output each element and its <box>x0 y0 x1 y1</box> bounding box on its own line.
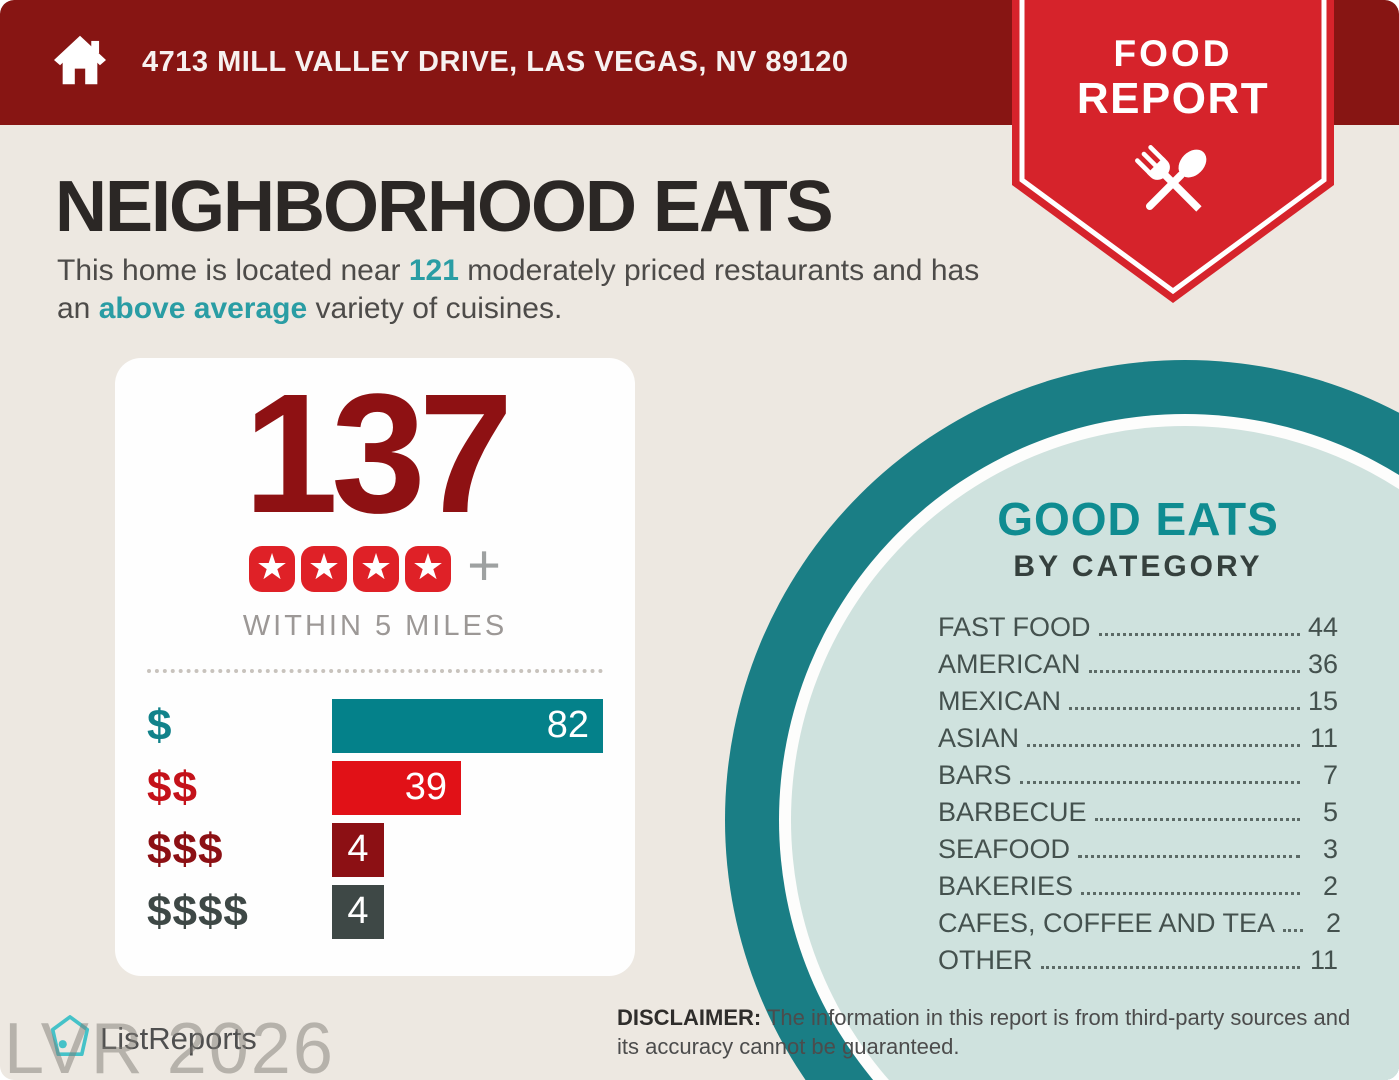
dot-leader <box>1040 966 1300 969</box>
category-value: 2 <box>1326 908 1342 938</box>
dot-leader <box>1094 818 1300 821</box>
listreports-logo: ListReports <box>50 1014 257 1063</box>
price-bar-chart: $ 82 $$ 39 $$$ 4 $$$$ 4 <box>147 698 603 947</box>
restaurant-count: 121 <box>408 254 459 287</box>
category-row: BAKERIES 2 <box>938 873 1338 900</box>
price-bar-value: 82 <box>546 704 589 746</box>
category-label: SEAFOOD <box>938 834 1071 864</box>
badge-title-line1: FOOD <box>1113 33 1233 74</box>
star-icon: ★ <box>353 545 400 592</box>
intro-text-3: variety of cuisines. <box>307 291 563 325</box>
star-glyph: ★ <box>411 546 445 587</box>
radius-label: WITHIN 5 MILES <box>242 609 508 642</box>
dot-leader <box>1088 670 1300 673</box>
category-value: 15 <box>1307 686 1338 716</box>
category-label: FAST FOOD <box>938 612 1091 642</box>
good-eats-title: GOOD EATS <box>997 493 1279 545</box>
category-row: BARBECUE 5 <box>938 799 1338 826</box>
dot-leader <box>1078 855 1300 858</box>
star-glyph: ★ <box>255 546 289 587</box>
category-row: OTHER 11 <box>938 947 1338 974</box>
star-glyph: ★ <box>359 546 393 587</box>
spoon-fork-icon <box>1121 133 1225 238</box>
listreports-logo-icon <box>50 1014 90 1063</box>
page-title: NEIGHBORHOOD EATS <box>55 167 834 247</box>
category-row: SEAFOOD 3 <box>938 836 1338 863</box>
price-bar: 4 <box>332 884 384 939</box>
dot-leader <box>1069 707 1300 710</box>
star-icon: ★ <box>405 545 452 592</box>
star-rating: ★ ★ ★ ★ + <box>249 532 501 598</box>
category-value: 44 <box>1307 612 1338 642</box>
food-report-badge: FOOD REPORT <box>1012 0 1334 308</box>
price-bar-value: 39 <box>404 766 447 808</box>
price-bar: 82 <box>331 698 603 753</box>
star-icon: ★ <box>249 545 296 592</box>
home-icon <box>52 34 108 91</box>
category-row: MEXICAN 15 <box>938 688 1338 715</box>
category-label: ASIAN <box>938 723 1020 753</box>
dotted-divider <box>147 668 603 673</box>
dot-leader <box>1283 929 1304 932</box>
good-eats-subtitle: BY CATEGORY <box>1013 550 1263 583</box>
category-label: CAFES, COFFEE AND TEA <box>938 908 1276 938</box>
category-value: 5 <box>1322 797 1338 827</box>
property-address: 4713 MILL VALLEY DRIVE, LAS VEGAS, NV 89… <box>142 46 849 78</box>
star-glyph: ★ <box>307 546 341 587</box>
category-row: CAFES, COFFEE AND TEA 2 <box>938 908 1342 938</box>
price-row: $ 82 <box>147 698 603 753</box>
category-value: 11 <box>1309 723 1338 753</box>
dot-leader <box>1098 633 1300 636</box>
intro-text-1: This home is located near <box>57 254 409 287</box>
price-bar-value: 4 <box>347 890 369 932</box>
category-circle-graphic <box>725 360 1399 1080</box>
price-row: $$ 39 <box>147 760 603 815</box>
category-label: BARS <box>938 760 1012 790</box>
category-row: FAST FOOD 44 <box>938 614 1338 641</box>
dot-leader <box>1027 744 1300 747</box>
category-value: 7 <box>1322 760 1338 790</box>
watermark: LVR 2026 <box>4 1009 335 1080</box>
intro-text-2: moderately priced restaurants and has an <box>57 254 980 325</box>
price-bar-value: 4 <box>347 828 369 870</box>
price-label: $$ <box>147 762 198 812</box>
summary-card: 137 ★ ★ ★ ★ + WITHIN 5 MILES $ 82 $$ 39 … <box>115 358 635 976</box>
price-bar: 39 <box>332 760 461 815</box>
category-value: 2 <box>1322 871 1338 901</box>
category-label: OTHER <box>938 945 1033 975</box>
category-label: BAKERIES <box>938 871 1074 901</box>
price-bar: 4 <box>332 822 384 877</box>
badge-title-line2: REPORT <box>1076 73 1270 123</box>
variety-highlight: above average <box>98 291 308 325</box>
category-value: 3 <box>1322 834 1338 864</box>
listreports-logo-text: ListReports <box>100 1020 257 1056</box>
price-label: $$$$ <box>147 886 249 936</box>
category-row: ASIAN 11 <box>938 725 1338 752</box>
category-row: BARS 7 <box>938 762 1338 789</box>
dot-leader <box>1081 892 1300 895</box>
disclaimer-text: The information in this report is from t… <box>617 1005 1351 1059</box>
price-label: $$$ <box>147 824 224 874</box>
total-restaurants-count: 137 <box>243 359 514 549</box>
price-row: $$$ 4 <box>147 822 603 877</box>
category-label: BARBECUE <box>938 797 1087 827</box>
category-value: 11 <box>1309 945 1338 975</box>
intro-paragraph: This home is located near 121 moderately… <box>57 252 987 327</box>
category-label: AMERICAN <box>938 649 1081 679</box>
price-row: $$$$ 4 <box>147 884 603 939</box>
disclaimer-label: DISCLAIMER: <box>617 1005 762 1030</box>
category-label: MEXICAN <box>938 686 1062 716</box>
category-value: 36 <box>1307 649 1338 679</box>
category-list: FAST FOOD 44 AMERICAN 36 MEXICAN 15 ASIAN 11… <box>938 614 1342 974</box>
good-eats-panel: GOOD EATS BY CATEGORY FAST FOOD 44 AMERIC… <box>938 492 1342 984</box>
category-row: AMERICAN 36 <box>938 651 1338 678</box>
dot-leader <box>1019 781 1300 784</box>
price-label: $ <box>147 700 173 750</box>
disclaimer: DISCLAIMER: The information in this repo… <box>617 1004 1377 1061</box>
plus-icon: + <box>467 532 501 598</box>
star-icon: ★ <box>301 545 348 592</box>
